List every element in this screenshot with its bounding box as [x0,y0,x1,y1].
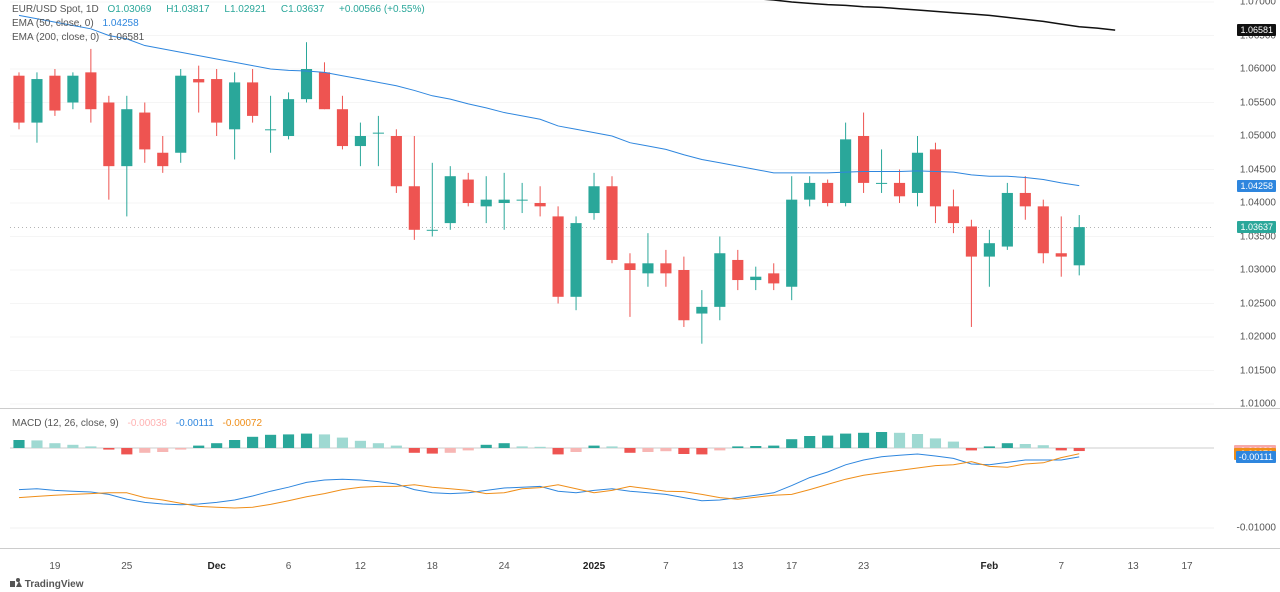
xtick: 19 [49,561,60,572]
price-marker: 1.03637 [1237,221,1276,233]
legend-main: EUR/USD Spot, 1D O1.03069 H1.03817 L1.02… [12,4,431,15]
xtick: 13 [732,561,743,572]
chart-wrap: 1.070001.065001.060001.055001.050001.045… [0,0,1280,592]
xtick: 17 [1181,561,1192,572]
price-marker: 1.04258 [1237,180,1276,192]
ytick: 1.03000 [1240,265,1276,276]
xtick: 12 [355,561,366,572]
ytick: 1.02000 [1240,332,1276,343]
ytick: 1.05000 [1240,131,1276,142]
xtick: Dec [207,561,225,572]
ytick: 1.06000 [1240,64,1276,75]
ytick: 1.01500 [1240,365,1276,376]
xtick: Feb [980,561,998,572]
ytick: 1.04500 [1240,164,1276,175]
macd-marker: -0.00111 [1236,451,1276,463]
xtick: 25 [121,561,132,572]
xtick: 17 [786,561,797,572]
symbol-label: EUR/USD Spot, 1D [12,4,99,15]
ytick: 1.02500 [1240,298,1276,309]
time-x-axis: 19 25 Dec 6 12 18 24 2025 7 13 17 23 Feb 7 13 17 [10,552,1214,572]
legend-ema200: EMA (200, close, 0) 1.06581 [12,32,150,43]
xtick: 24 [499,561,510,572]
xtick: 2025 [583,561,605,572]
price-marker: 1.06581 [1237,24,1276,36]
xtick: 7 [1058,561,1064,572]
ytick: 1.07000 [1240,0,1276,8]
tradingview-logo: TradingView [10,578,84,590]
macd-y-axis: -0.01000-0.00038-0.00072-0.00111 [1216,416,1280,544]
xtick: 13 [1128,561,1139,572]
legend-macd: MACD (12, 26, close, 9) -0.00038 -0.0011… [12,418,268,429]
xtick: 18 [427,561,438,572]
macd-panel[interactable] [10,416,1214,544]
panel-divider [0,548,1280,549]
price-panel[interactable] [10,2,1214,404]
panel-divider [0,408,1280,409]
xtick: 23 [858,561,869,572]
xtick: 7 [663,561,669,572]
legend-ema50: EMA (50, close, 0) 1.04258 [12,18,145,29]
price-y-axis: 1.070001.065001.060001.055001.050001.045… [1216,2,1280,404]
ytick: 1.05500 [1240,97,1276,108]
ytick: 1.04000 [1240,198,1276,209]
ytick: -0.01000 [1237,523,1276,534]
xtick: 6 [286,561,292,572]
